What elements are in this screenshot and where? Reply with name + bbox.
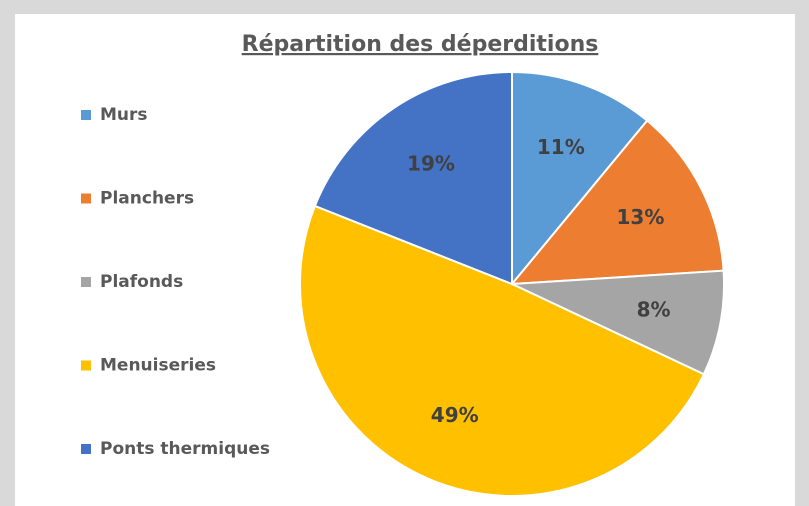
data-label: 49% (431, 403, 479, 427)
data-label: 13% (617, 205, 665, 229)
pie-slice (511, 269, 725, 376)
legend-label: Murs (100, 105, 148, 125)
legend-swatch (81, 277, 91, 287)
pie-slice (313, 70, 513, 286)
chart-title: Répartition des déperditions (242, 32, 599, 57)
legend-swatch (81, 444, 91, 454)
legend-label: Plafonds (100, 272, 183, 292)
legend-swatch (81, 110, 91, 120)
pie-slice (509, 119, 725, 286)
legend-label: Menuiseries (100, 356, 216, 376)
data-label: 11% (537, 135, 585, 159)
data-label: 19% (407, 151, 455, 175)
pie-slice (299, 204, 706, 497)
pie-slice (511, 70, 649, 287)
legend-label: Ponts thermiques (100, 439, 270, 459)
legend-swatch (81, 193, 91, 204)
legend-label: Planchers (100, 189, 194, 209)
legend-swatch (81, 360, 91, 371)
data-label: 8% (637, 298, 671, 322)
